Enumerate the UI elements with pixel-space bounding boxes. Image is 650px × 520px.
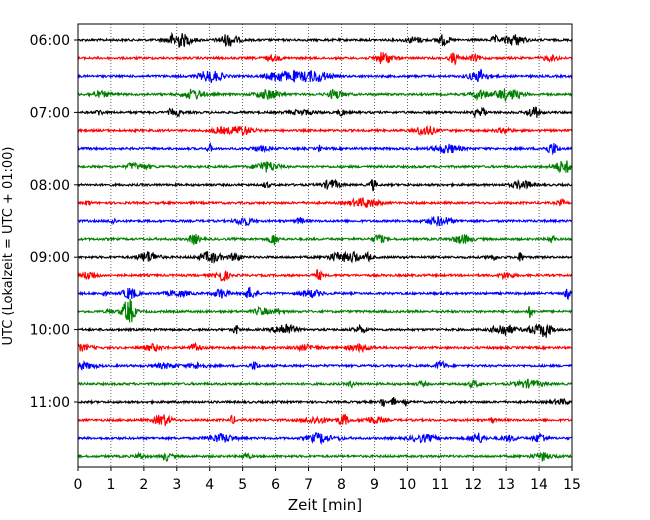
y-axis-label: UTC (Lokalzeit = UTC + 01:00) xyxy=(1,147,16,346)
x-tick-label: 15 xyxy=(563,477,581,493)
x-tick-label: 12 xyxy=(464,477,482,493)
trace-1100 xyxy=(77,397,573,407)
y-tick-label: 08:00 xyxy=(30,178,70,194)
trace-1045 xyxy=(77,378,573,390)
y-tick-label: 10:00 xyxy=(30,323,70,339)
trace-0845 xyxy=(77,233,573,246)
trace-0900 xyxy=(77,250,573,264)
x-tick-label: 3 xyxy=(172,477,181,493)
x-ticks: 0 1 2 3 4 5 6 7 8 9 10 11 12 13 14 15 xyxy=(74,467,581,493)
x-tick-label: 1 xyxy=(106,477,115,493)
x-tick-label: 5 xyxy=(238,477,247,493)
y-tick-label: 07:00 xyxy=(30,105,70,121)
trace-0945 xyxy=(77,298,573,323)
x-axis-label: Zeit [min] xyxy=(288,496,362,514)
trace-0730 xyxy=(77,141,573,156)
trace-1000 xyxy=(77,323,573,338)
trace-0915 xyxy=(77,269,573,282)
trace-1145 xyxy=(77,451,573,462)
y-ticks: 06:00 07:00 08:00 09:00 10:00 11:00 xyxy=(30,33,78,411)
trace-0930 xyxy=(77,286,573,300)
trace-1015 xyxy=(77,341,573,354)
x-tick-label: 11 xyxy=(431,477,449,493)
trace-1115 xyxy=(77,413,573,427)
x-tick-label: 0 xyxy=(74,477,83,493)
x-tick-label: 14 xyxy=(530,477,548,493)
y-tick-label: 09:00 xyxy=(30,250,70,266)
x-tick-label: 9 xyxy=(370,477,379,493)
x-tick-label: 8 xyxy=(337,477,346,493)
y-tick-label: 11:00 xyxy=(30,395,70,411)
trace-0715 xyxy=(77,125,573,137)
x-tick-label: 7 xyxy=(304,477,313,493)
trace-0830 xyxy=(77,216,573,228)
x-tick-label: 6 xyxy=(271,477,280,493)
x-tick-label: 10 xyxy=(398,477,416,493)
trace-0700 xyxy=(77,106,573,119)
trace-1030 xyxy=(77,360,573,371)
trace-layer xyxy=(77,31,573,462)
plot-frame xyxy=(77,23,573,468)
trace-0630 xyxy=(77,68,573,83)
x-tick-label: 13 xyxy=(497,477,515,493)
trace-0815 xyxy=(77,196,573,209)
trace-0800 xyxy=(77,178,573,192)
trace-1130 xyxy=(77,432,573,446)
grid-lines xyxy=(110,24,540,467)
trace-0745 xyxy=(77,160,573,174)
trace-0615 xyxy=(77,51,573,66)
x-tick-label: 2 xyxy=(139,477,148,493)
y-tick-label: 06:00 xyxy=(30,33,70,49)
trace-0645 xyxy=(77,88,573,103)
x-tick-label: 4 xyxy=(205,477,214,493)
trace-0600 xyxy=(77,31,573,48)
